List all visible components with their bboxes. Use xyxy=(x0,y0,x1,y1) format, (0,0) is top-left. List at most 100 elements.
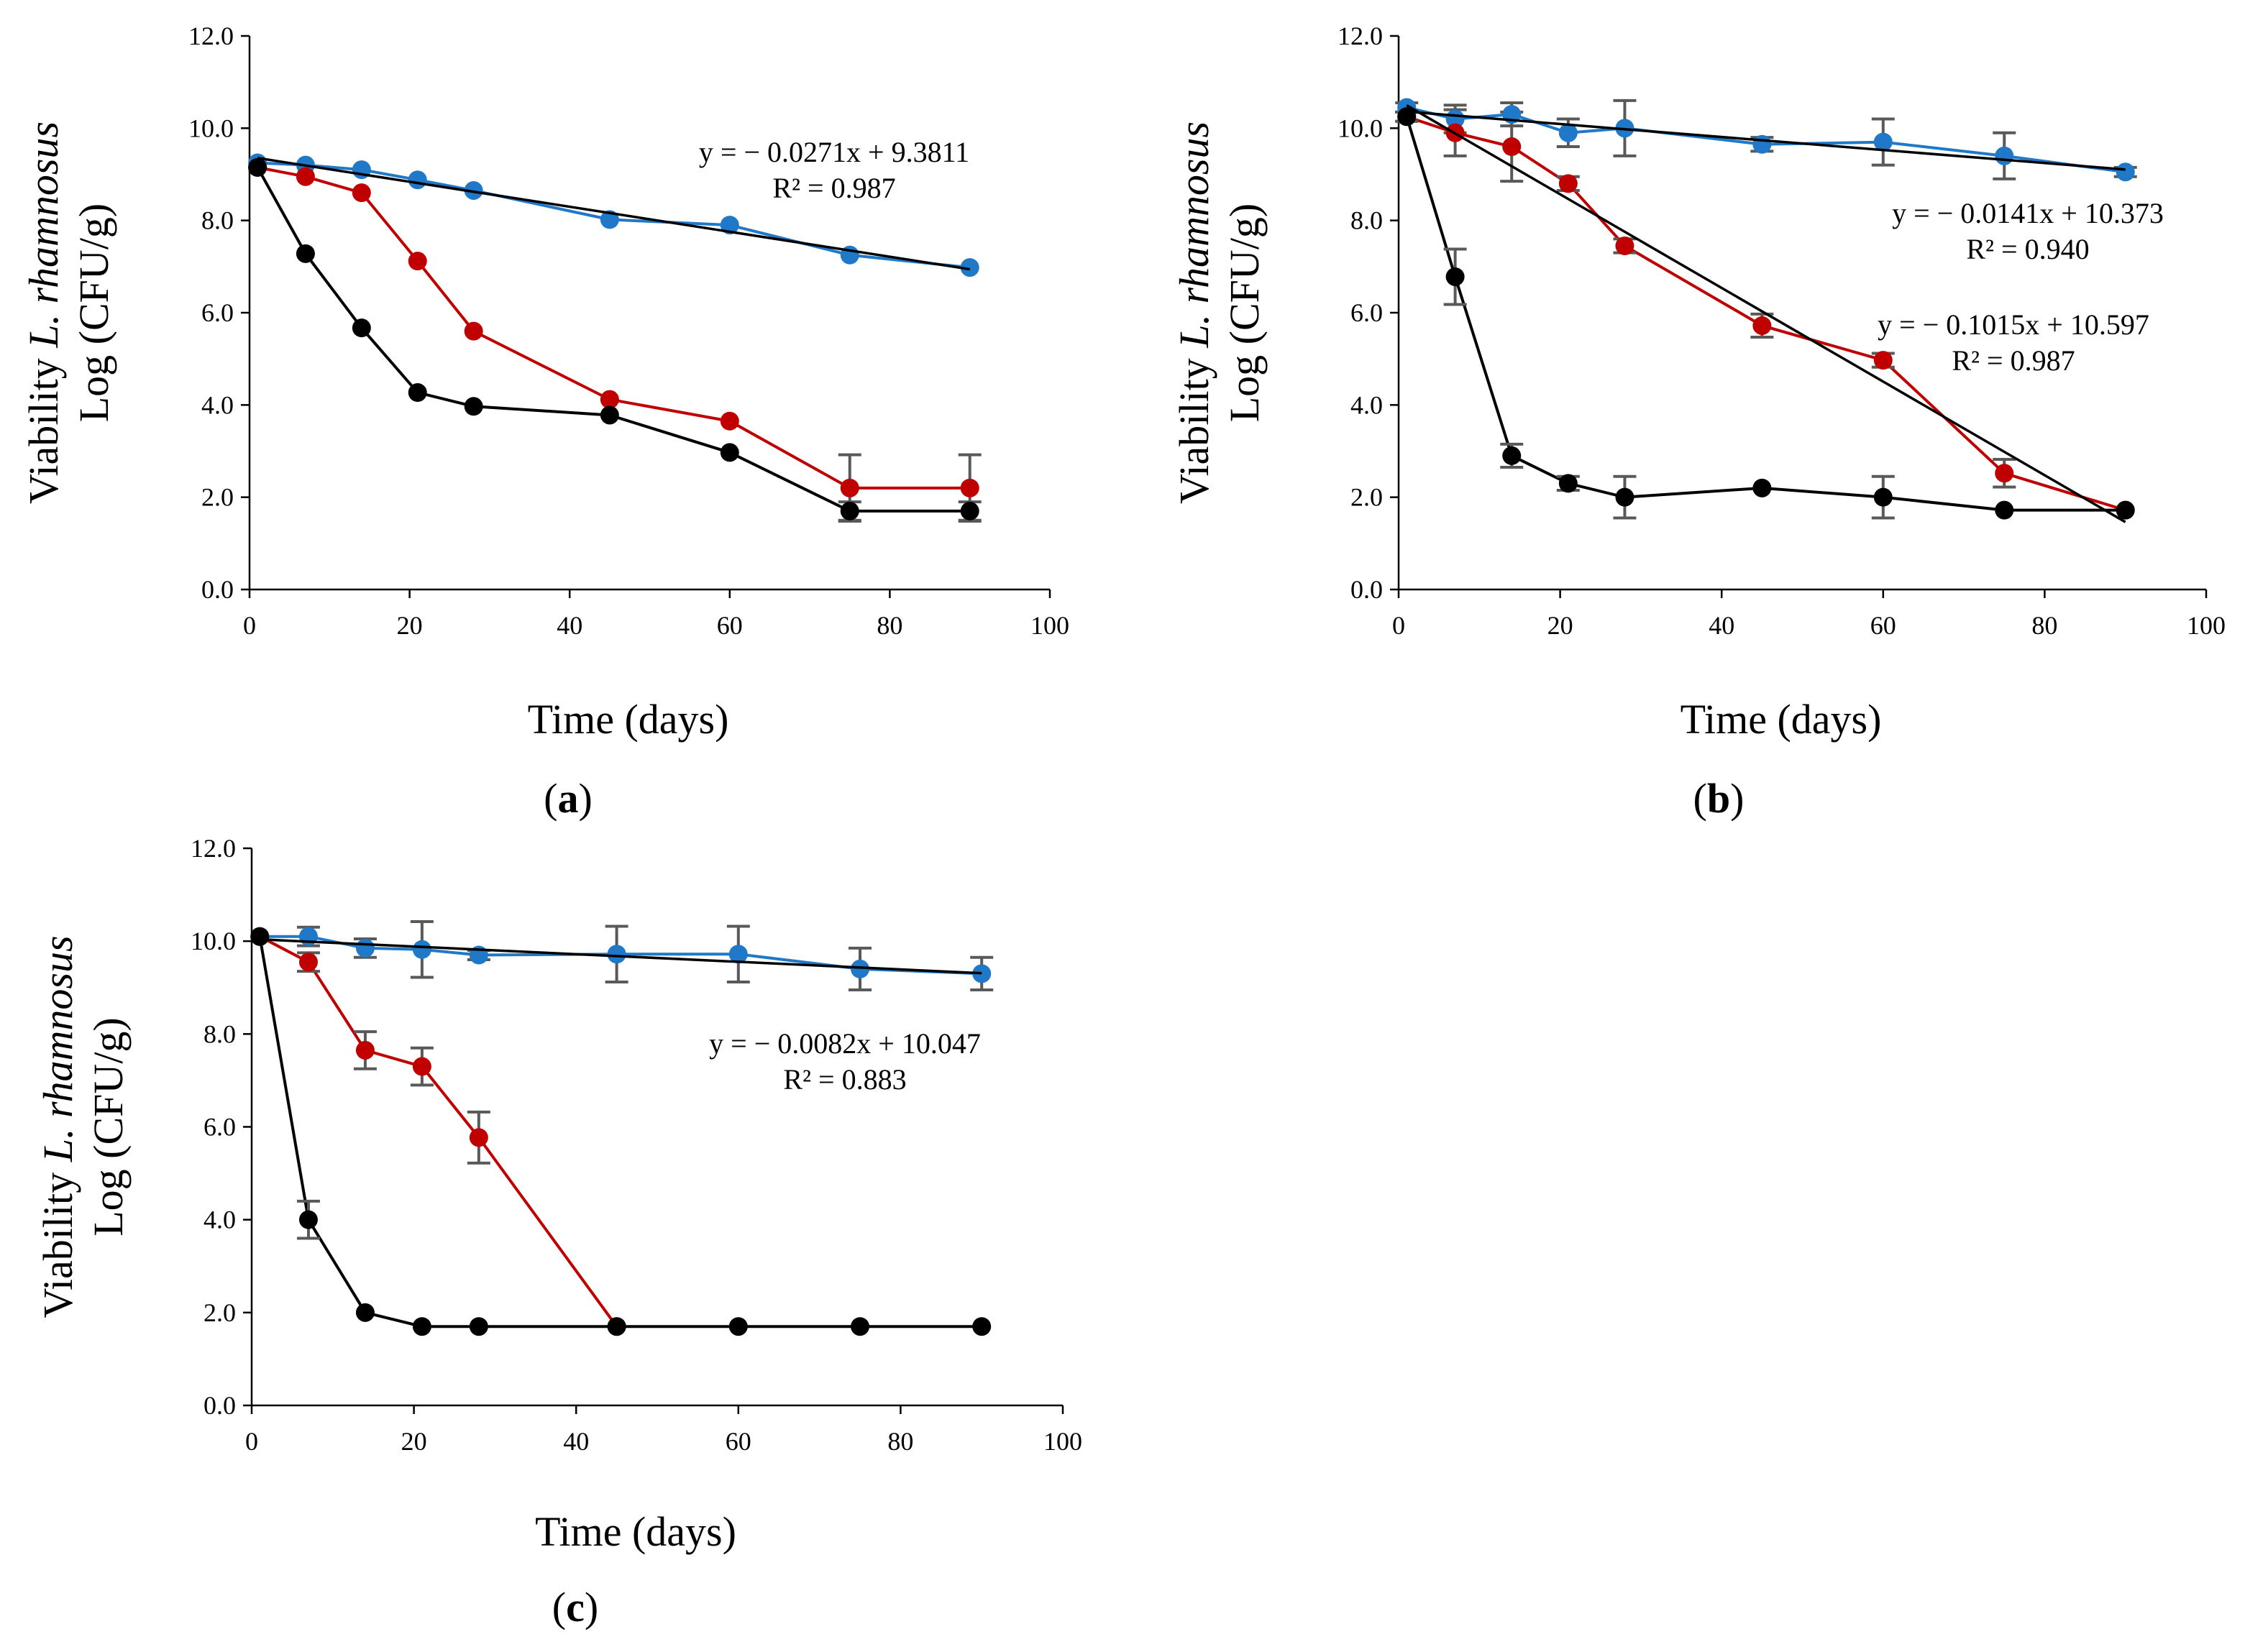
data-point-black xyxy=(412,1317,431,1336)
y-tick-label: 6.0 xyxy=(204,1113,236,1142)
panel-label: (b) xyxy=(1693,775,1745,822)
y-axis-title-line2: Log (CFU/g) xyxy=(85,1017,132,1236)
data-point-black xyxy=(1995,500,2014,520)
data-point-red xyxy=(1752,316,1772,335)
data-point-red xyxy=(296,167,315,186)
y-tick-label: 10.0 xyxy=(188,114,234,142)
y-tick-label: 4.0 xyxy=(201,390,234,419)
panel-label: (c) xyxy=(552,1584,598,1630)
data-point-black xyxy=(607,1317,626,1336)
data-point-black xyxy=(851,1317,869,1336)
panel-label-letter: b xyxy=(1707,775,1730,822)
series-line-black xyxy=(258,936,982,1329)
x-tick-label: 80 xyxy=(2031,611,2057,640)
data-point-red xyxy=(600,390,619,409)
data-point-blue xyxy=(1752,134,1772,154)
panel-label-letter: c xyxy=(566,1584,585,1630)
y-axis-title-line2: Log (CFU/g) xyxy=(70,203,117,423)
data-point-black xyxy=(1502,446,1522,465)
y-axis-title-line2: Log (CFU/g) xyxy=(1221,203,1268,423)
y-tick-label: 2.0 xyxy=(201,483,234,512)
y-tick-label: 10.0 xyxy=(191,927,236,955)
x-tick-label: 20 xyxy=(397,611,423,640)
x-tick-label: 100 xyxy=(1043,1427,1082,1456)
data-point-red xyxy=(1873,351,1893,370)
data-point-black xyxy=(469,1317,488,1336)
panel-label-open-paren: ( xyxy=(544,775,557,822)
series-black xyxy=(258,936,982,1329)
trendline-equation: y = − 0.0141x + 10.373 xyxy=(1892,197,2164,229)
y-tick-label: 4.0 xyxy=(1350,390,1383,419)
data-point-red xyxy=(412,1057,431,1076)
data-point-blue xyxy=(720,216,739,235)
data-point-red xyxy=(464,321,483,341)
data-point-black xyxy=(250,927,270,946)
x-tick-label: 0 xyxy=(1392,611,1405,640)
x-axis-title: Time (days) xyxy=(1681,696,1882,743)
panel-label-close-paren: ) xyxy=(1730,775,1744,822)
chart-panel-b: 0.0 2.0 4.0 6.0 8.0 10.0 12.0 0 20 40 60 80 100 Viabi… xyxy=(1171,22,2226,822)
data-point-blue xyxy=(464,180,483,200)
data-point-black xyxy=(960,501,979,520)
data-point-blue xyxy=(851,959,869,978)
data-point-black xyxy=(840,501,859,520)
y-axis-title-prefix: Viability xyxy=(20,348,67,504)
data-point-blue xyxy=(728,945,748,964)
trendline-blue xyxy=(257,157,970,271)
data-point-blue xyxy=(412,940,431,959)
data-point-red xyxy=(355,1040,375,1060)
data-point-blue xyxy=(960,258,979,277)
chart-panel-c: 0.0 2.0 4.0 6.0 8.0 10.0 12.0 0 20 40 60 80 100 Viabi… xyxy=(35,834,1082,1630)
series-line-red xyxy=(259,935,618,1328)
y-tick-label: 10.0 xyxy=(1338,114,1383,142)
data-point-blue xyxy=(2116,162,2135,182)
trendline-equation: y = − 0.0271x + 9.3811 xyxy=(699,136,969,168)
panel-label: (a) xyxy=(544,775,593,822)
panel-label-letter: a xyxy=(558,775,579,822)
data-point-black xyxy=(464,397,483,416)
x-tick-label: 40 xyxy=(557,611,582,640)
y-tick-label: 12.0 xyxy=(188,22,234,50)
x-tick-label: 20 xyxy=(1547,611,1573,640)
y-tick-label: 0.0 xyxy=(204,1391,236,1420)
x-tick-label: 20 xyxy=(401,1427,427,1456)
y-tick-label: 12.0 xyxy=(1338,22,1383,50)
trendline-blue xyxy=(260,937,982,975)
data-point-red xyxy=(469,1128,488,1147)
data-point-blue xyxy=(1558,123,1578,142)
data-point-black xyxy=(1752,478,1772,497)
data-point-black xyxy=(728,1317,748,1336)
x-tick-label: 80 xyxy=(877,611,902,640)
data-point-black xyxy=(2116,500,2135,520)
data-point-black xyxy=(296,244,315,263)
trendline-r2: R² = 0.987 xyxy=(1952,344,2075,377)
panel-label-close-paren: ) xyxy=(579,775,593,822)
trendline-equation: y = − 0.1015x + 10.597 xyxy=(1878,308,2149,341)
data-point-blue xyxy=(607,945,626,964)
y-axis-title-line1: Viability L. rhamnosus xyxy=(1171,121,1217,504)
data-point-black xyxy=(355,1303,375,1322)
trendline-r2: R² = 0.940 xyxy=(1966,233,2089,265)
data-point-red xyxy=(1995,464,2014,483)
x-tick-label: 0 xyxy=(243,611,256,640)
data-point-red xyxy=(352,183,371,203)
data-point-blue xyxy=(408,170,427,190)
trendline-red xyxy=(1406,104,2126,523)
y-tick-label: 8.0 xyxy=(204,1019,236,1048)
data-point-blue xyxy=(355,938,375,958)
y-tick-label: 4.0 xyxy=(204,1206,236,1234)
x-tick-label: 60 xyxy=(726,1427,751,1456)
panel-label-close-paren: ) xyxy=(585,1584,598,1630)
data-point-black xyxy=(1558,474,1578,493)
trendline-r2: R² = 0.987 xyxy=(772,172,895,204)
panel-label-open-paren: ( xyxy=(552,1584,566,1630)
data-point-black xyxy=(972,1317,992,1336)
data-point-red xyxy=(720,411,739,431)
y-axis-title-species: L. rhamnosus xyxy=(20,121,67,349)
series-red xyxy=(259,935,618,1328)
data-point-black xyxy=(298,1210,318,1229)
x-tick-label: 40 xyxy=(1709,611,1734,640)
data-point-blue xyxy=(1873,132,1893,152)
trendline-r2: R² = 0.883 xyxy=(783,1063,906,1096)
